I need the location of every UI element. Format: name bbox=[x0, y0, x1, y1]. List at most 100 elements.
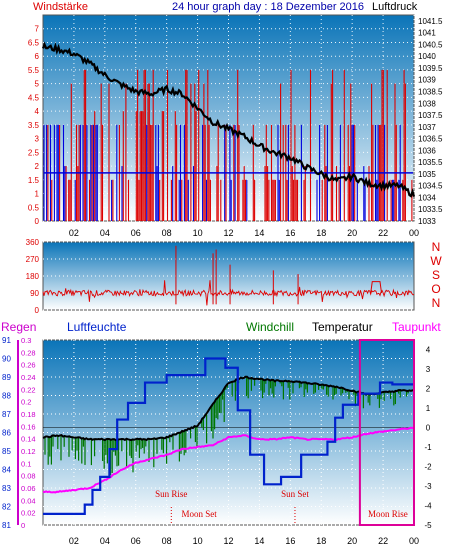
temp-tick-label: -3 bbox=[424, 482, 432, 491]
x-tick-label: 04 bbox=[100, 228, 110, 238]
wind-tick-label: 1.5 bbox=[28, 176, 40, 185]
humidity-tick-label: 90 bbox=[2, 355, 11, 364]
direction-bump bbox=[370, 281, 383, 294]
humidity-tick-label: 89 bbox=[2, 373, 11, 382]
wind-tick-label: 0 bbox=[35, 217, 40, 226]
humidity-tick-label: 81 bbox=[2, 521, 11, 530]
wind-tick-label: 6.5 bbox=[28, 38, 40, 47]
direction-tick-label: 0 bbox=[35, 306, 40, 315]
pressure-tick-label: 1038.5 bbox=[418, 88, 443, 97]
x-tick-label: 12 bbox=[223, 228, 233, 238]
compass-label: N bbox=[432, 240, 441, 254]
wind-panel-bg bbox=[42, 14, 415, 222]
wind-tick-label: 3 bbox=[35, 135, 40, 144]
rain-tick-label: 0.22 bbox=[21, 385, 36, 394]
pressure-tick-label: 1039 bbox=[418, 76, 436, 85]
pressure-tick-label: 1037.5 bbox=[418, 111, 443, 120]
x-tick-label: 08 bbox=[162, 228, 172, 238]
event-label: Moon Set bbox=[181, 509, 217, 519]
temperature-panel-series: Sun Rise Moon Set Sun Set Moon Rise bbox=[42, 339, 416, 526]
wind-tick-label: 2 bbox=[35, 162, 40, 171]
humidity-tick-label: 91 bbox=[2, 336, 11, 345]
event-label: Moon Rise bbox=[368, 509, 408, 519]
rain-tick-label: 0.08 bbox=[21, 472, 36, 481]
rain-tick-label: 0.04 bbox=[21, 496, 36, 505]
chart-title: 24 hour graph day : 18 Dezember 2016 bbox=[172, 1, 364, 13]
direction-line bbox=[42, 280, 415, 306]
event-label: Sun Set bbox=[281, 489, 309, 499]
rain-tick-label: 0.28 bbox=[21, 348, 36, 357]
x-tick-label: 20 bbox=[347, 536, 357, 546]
rain-tick-label: 0.06 bbox=[21, 484, 36, 493]
rain-tick-label: 0.24 bbox=[21, 373, 36, 382]
x-tick-label: 02 bbox=[69, 228, 79, 238]
pressure-axis-title: Luftdruck bbox=[372, 1, 418, 13]
humidity-line bbox=[43, 357, 414, 515]
temp-tick-label: 1 bbox=[426, 404, 431, 413]
rain-tick-label: 0.3 bbox=[21, 336, 31, 345]
humidity-tick-label: 87 bbox=[2, 410, 11, 419]
rain-tick-label: 0.18 bbox=[21, 410, 36, 419]
wind-tick-label: 4 bbox=[35, 107, 40, 116]
axes-labels: 0 0.5 1 1.5 2 2.5 3 3.5 4 4.5 5 5.5 6 6.5 7 1033 1033.5 1… bbox=[2, 17, 443, 546]
x-tick-label: 10 bbox=[193, 228, 203, 238]
x-tick-label: 00 bbox=[409, 536, 419, 546]
pressure-tick-label: 1038 bbox=[418, 99, 436, 108]
direction-tick-label: 360 bbox=[26, 238, 40, 247]
temperature-line bbox=[42, 375, 415, 442]
legend-taupunkt: Taupunkt bbox=[392, 320, 441, 334]
compass-label: O bbox=[431, 282, 440, 296]
rain-tick-label: 0 bbox=[21, 521, 25, 530]
wind-tick-label: 5 bbox=[35, 80, 40, 89]
x-tick-label: 14 bbox=[254, 228, 264, 238]
rain-tick-label: 0.16 bbox=[21, 422, 36, 431]
pressure-tick-label: 1033.5 bbox=[418, 205, 443, 214]
pressure-tick-label: 1034.5 bbox=[418, 182, 443, 191]
wind-speed-bars bbox=[43, 69, 413, 221]
humidity-tick-label: 83 bbox=[2, 484, 11, 493]
temp-tick-label: -5 bbox=[424, 521, 432, 530]
temp-tick-label: 3 bbox=[426, 365, 431, 374]
wind-tick-label: 1 bbox=[35, 190, 40, 199]
direction-panel-bg bbox=[42, 241, 415, 311]
temp-tick-label: -2 bbox=[424, 463, 432, 472]
legend-luftfeuchte: Luftfeuchte bbox=[67, 320, 127, 334]
direction-tick-label: 180 bbox=[26, 272, 40, 281]
temp-tick-label: 0 bbox=[426, 424, 431, 433]
rain-tick-label: 0.2 bbox=[21, 398, 31, 407]
temp-tick-label: 2 bbox=[426, 385, 431, 394]
wind-tick-label: 2.5 bbox=[28, 148, 40, 157]
x-tick-label: 22 bbox=[378, 228, 388, 238]
x-tick-label: 08 bbox=[162, 536, 172, 546]
x-tick-label: 06 bbox=[131, 228, 141, 238]
pressure-line bbox=[41, 41, 416, 198]
legend-regen: Regen bbox=[1, 320, 36, 334]
humidity-tick-label: 88 bbox=[2, 392, 11, 401]
wind-tick-label: 0.5 bbox=[28, 203, 40, 212]
pressure-tick-label: 1034 bbox=[418, 193, 436, 202]
pressure-tick-label: 1036.5 bbox=[418, 135, 443, 144]
legend-windchill: Windchill bbox=[246, 320, 294, 334]
wind-tick-label: 6 bbox=[35, 52, 40, 61]
event-label: Sun Rise bbox=[155, 489, 187, 499]
rain-tick-label: 0.26 bbox=[21, 361, 36, 370]
direction-tick-label: 90 bbox=[30, 289, 39, 298]
pressure-tick-label: 1033 bbox=[418, 217, 436, 226]
wind-tick-label: 3.5 bbox=[28, 121, 40, 130]
pressure-tick-label: 1041.5 bbox=[418, 17, 443, 26]
rain-tick-label: 0.12 bbox=[21, 447, 36, 456]
humidity-tick-label: 86 bbox=[2, 429, 11, 438]
pressure-tick-label: 1040.5 bbox=[418, 40, 443, 49]
x-tick-label: 20 bbox=[347, 228, 357, 238]
x-tick-label: 00 bbox=[409, 228, 419, 238]
pressure-tick-label: 1041 bbox=[418, 29, 436, 38]
rain-tick-label: 0.14 bbox=[21, 435, 36, 444]
x-tick-label: 04 bbox=[100, 536, 110, 546]
compass-label: N bbox=[432, 296, 441, 310]
direction-tick-label: 270 bbox=[26, 255, 40, 264]
wind-tick-label: 4.5 bbox=[28, 93, 40, 102]
pressure-tick-label: 1037 bbox=[418, 123, 436, 132]
moon-period-box bbox=[358, 339, 416, 526]
wind-axis-title: Windstärke bbox=[33, 1, 88, 13]
